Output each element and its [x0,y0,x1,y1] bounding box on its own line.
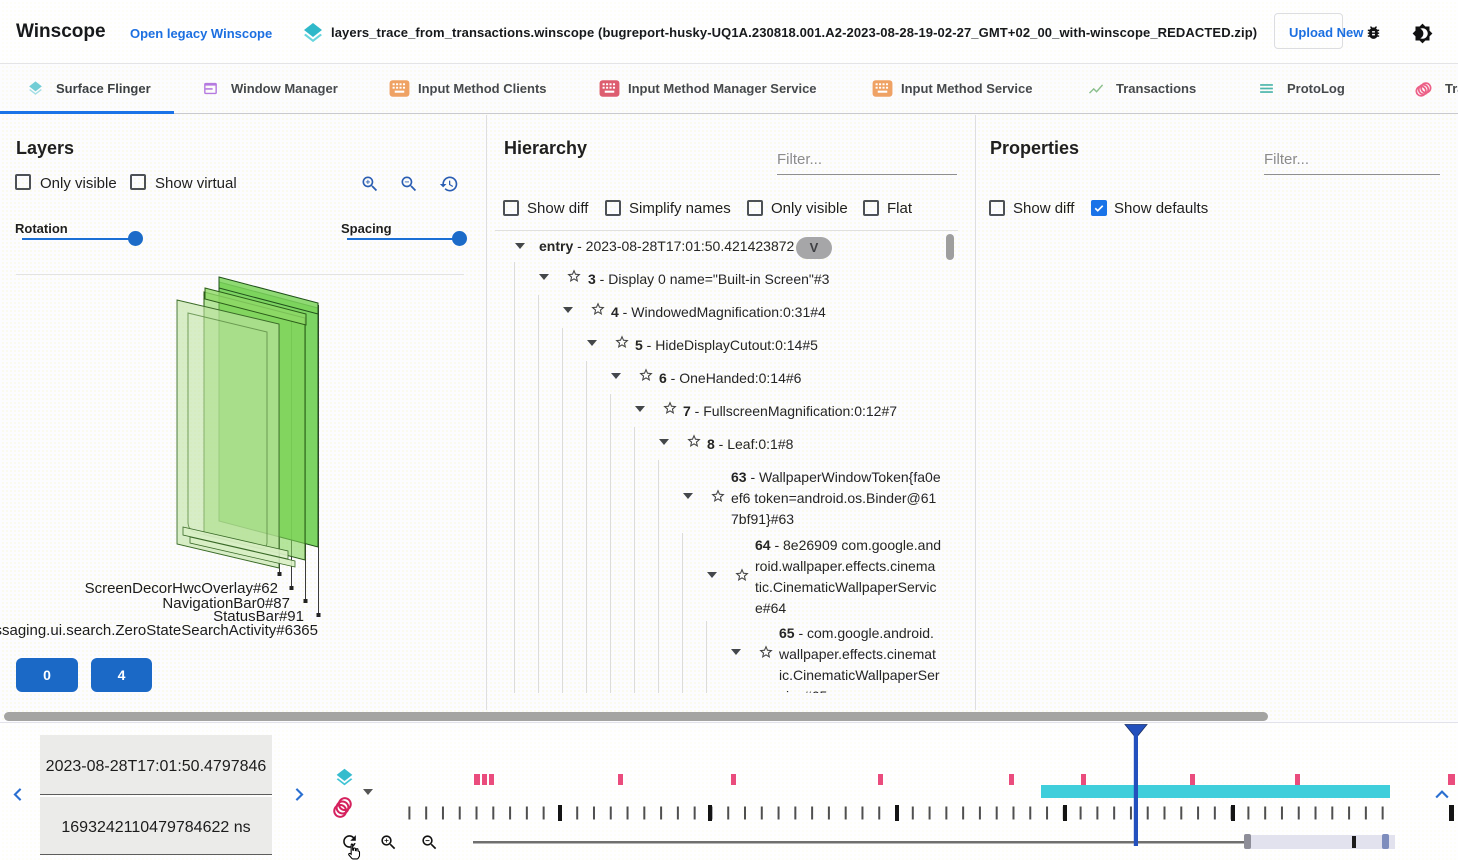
svg-text:NavigationBar0#87: NavigationBar0#87 [162,595,290,612]
svg-text:StatusBar#91: StatusBar#91 [213,608,304,625]
svg-text:ScreenDecorHwcOverlay#62: ScreenDecorHwcOverlay#62 [85,580,278,597]
svg-text:ssaging.ui.search.ZeroStateSea: ssaging.ui.search.ZeroStateSearchActivit… [0,622,318,639]
